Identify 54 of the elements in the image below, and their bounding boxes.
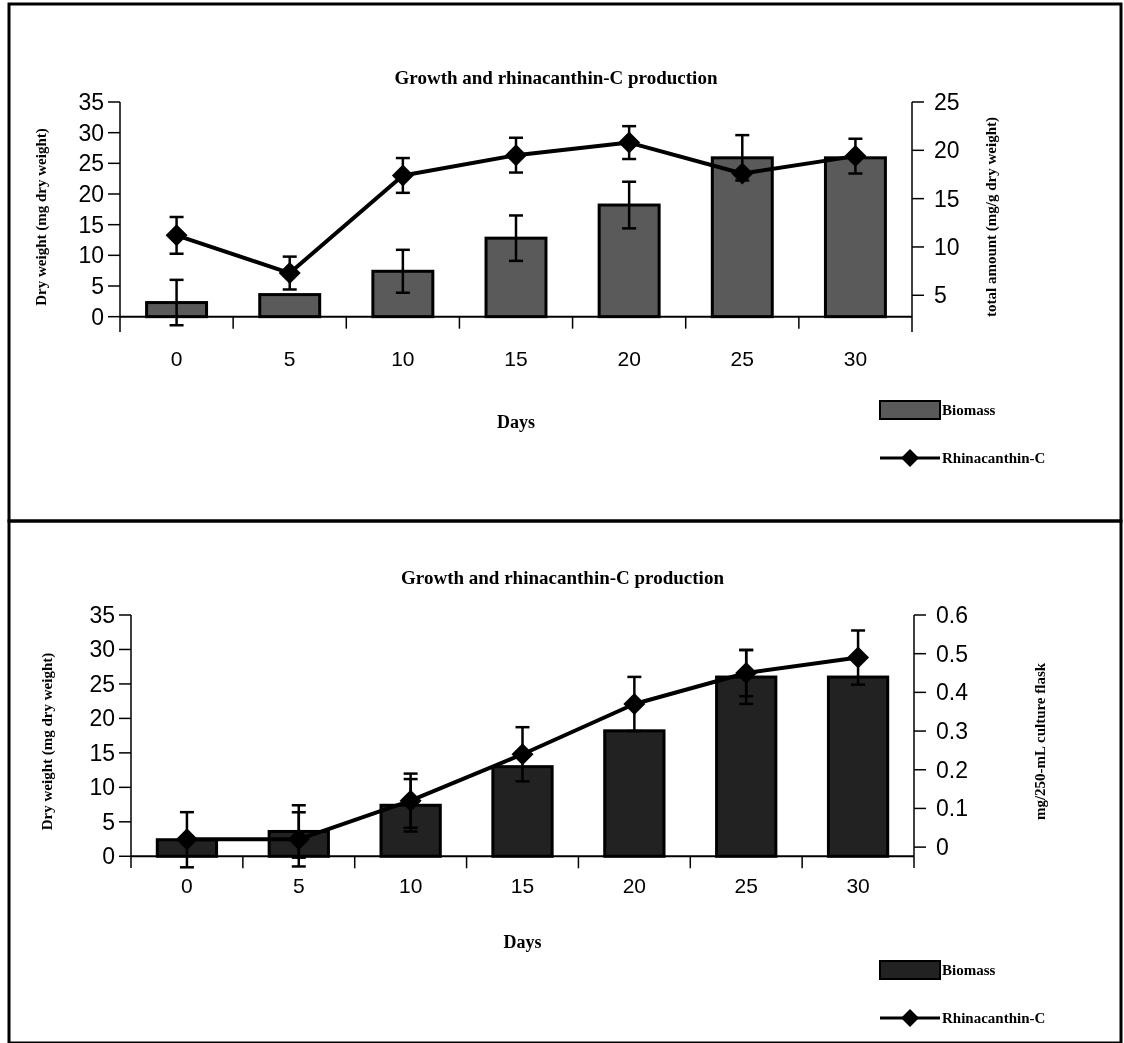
x-tick-label: 30 (843, 347, 868, 370)
chart-title: Growth and rhinacanthin-C production (401, 567, 725, 588)
y-tick-label: 30 (89, 636, 115, 663)
y2-tick-label: 0.1 (936, 795, 968, 822)
y-tick-label: 35 (89, 602, 115, 628)
y2-axis-title: mg/250-mL culture flask (1032, 662, 1048, 821)
y2-tick-label: 0.4 (936, 679, 969, 706)
y-tick-label: 10 (89, 774, 115, 801)
y-tick-label: 0 (102, 843, 115, 870)
y-tick-label: 20 (78, 181, 104, 207)
y-axis-title: Dry weight (mg dry weight) (33, 128, 50, 306)
legend-label: Rhinacanthin-C (942, 1010, 1046, 1026)
x-tick-label: 0 (170, 347, 183, 370)
y-tick-label: 35 (78, 89, 104, 115)
y2-tick-label: 25 (934, 89, 960, 115)
x-tick-label: 10 (398, 874, 423, 897)
x-tick-label: 25 (734, 874, 758, 897)
y-tick-label: 5 (91, 273, 104, 299)
x-tick-label: 10 (391, 347, 415, 370)
y2-tick-label: 0.6 (936, 602, 968, 628)
y2-tick-label: 0.2 (936, 756, 968, 783)
y-tick-label: 10 (78, 242, 104, 269)
legend-label: Rhinacanthin-C (942, 450, 1046, 466)
y-axis-title: Dry weight (mg dry weight) (39, 652, 56, 831)
y-tick-label: 20 (89, 705, 115, 732)
x-tick-label: 15 (504, 347, 528, 370)
y-tick-label: 15 (89, 739, 115, 766)
x-tick-label: 25 (730, 347, 754, 370)
y2-tick-label: 20 (934, 137, 960, 164)
legend-label: Biomass (942, 402, 996, 418)
x-tick-label: 0 (181, 874, 193, 897)
x-axis-title: Days (496, 412, 536, 432)
legend-label: Biomass (942, 962, 996, 978)
y-tick-label: 25 (78, 150, 104, 177)
y2-axis-title: total amount (mg/g dry weight) (983, 117, 1000, 317)
x-axis-title: Days (503, 932, 542, 952)
y-tick-label: 25 (89, 670, 115, 697)
y2-tick-label: 0.3 (936, 718, 968, 745)
y-tick-label: 15 (78, 211, 104, 238)
y2-tick-label: 10 (934, 233, 960, 260)
x-tick-label: 20 (617, 347, 641, 370)
x-tick-label: 15 (510, 874, 535, 897)
x-tick-label: 20 (622, 874, 647, 897)
x-tick-label: 30 (846, 874, 870, 897)
y-tick-label: 0 (91, 303, 104, 330)
x-tick-label: 5 (292, 874, 305, 897)
y2-tick-label: 0.5 (936, 640, 968, 667)
y2-tick-label: 5 (934, 282, 947, 309)
y-tick-label: 5 (102, 808, 115, 835)
y2-tick-label: 15 (934, 185, 960, 212)
x-tick-label: 5 (283, 347, 296, 370)
chart-title: Growth and rhinacanthin-C production (394, 67, 718, 88)
y2-tick-label: 0 (936, 834, 949, 861)
y-tick-label: 30 (78, 119, 104, 146)
